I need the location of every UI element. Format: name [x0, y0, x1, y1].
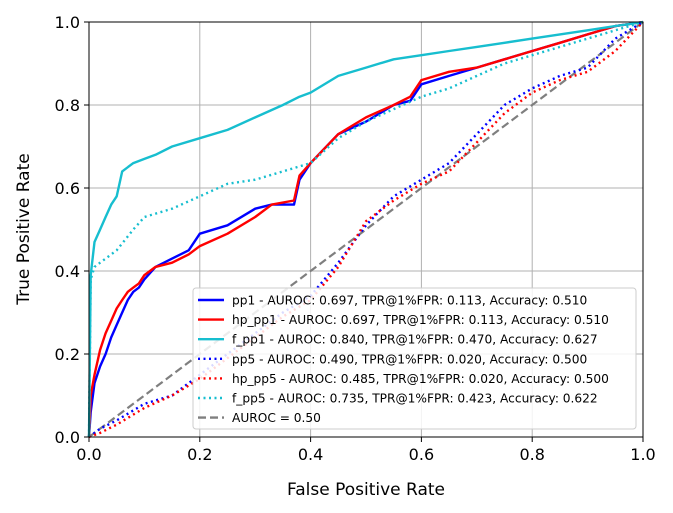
legend-box: [192, 287, 637, 430]
y-tick-label: 0.8: [55, 96, 80, 115]
series-line-f-pp1: [87, 20, 644, 438]
y-axis-label: True Positive Rate: [14, 153, 34, 305]
legend-label: f_pp5 - AUROC: 0.735, TPR@1%FPR: 0.423, …: [232, 392, 598, 406]
y-tick-label: 1.0: [55, 13, 80, 32]
plot-frame: [88, 21, 644, 438]
y-tick-label: 0.2: [55, 345, 80, 364]
legend-label: hp_pp5 - AUROC: 0.485, TPR@1%FPR: 0.020,…: [232, 372, 609, 386]
axis-ticks: 0.0 0.2 0.4 0.6 0.8 1.0 0.0 0.2 0.4 0.6 0.8 1.0: [55, 13, 656, 464]
x-tick-label: 0.8: [519, 445, 544, 464]
legend-label: pp5 - AUROC: 0.490, TPR@1%FPR: 0.020, Ac…: [232, 352, 587, 366]
x-tick-label: 0.0: [76, 445, 101, 464]
x-tick-label: 0.6: [409, 445, 434, 464]
series-line-hp-pp1: [87, 20, 644, 438]
series-lines: [87, 20, 644, 439]
series-line-auroc-0-50: [88, 21, 644, 438]
legend-label: hp_pp1 - AUROC: 0.697, TPR@1%FPR: 0.113,…: [232, 313, 609, 327]
legend-label: f_pp1 - AUROC: 0.840, TPR@1%FPR: 0.470, …: [232, 333, 598, 347]
x-tick-label: 0.4: [298, 445, 323, 464]
series-line-f-pp5: [87, 20, 644, 438]
legend: pp1 - AUROC: 0.697, TPR@1%FPR: 0.113, Ac…: [192, 287, 637, 430]
x-tick-label: 1.0: [630, 445, 655, 464]
x-tick-label: 0.2: [187, 445, 212, 464]
y-tick-label: 0.6: [55, 179, 80, 198]
legend-label: AUROC = 0.50: [232, 411, 321, 425]
x-axis-label: False Positive Rate: [287, 480, 445, 500]
y-tick-label: 0.0: [55, 428, 80, 447]
series-line-hp-pp5: [88, 21, 644, 439]
legend-label: pp1 - AUROC: 0.697, TPR@1%FPR: 0.113, Ac…: [232, 294, 587, 308]
y-tick-label: 0.4: [55, 262, 80, 281]
